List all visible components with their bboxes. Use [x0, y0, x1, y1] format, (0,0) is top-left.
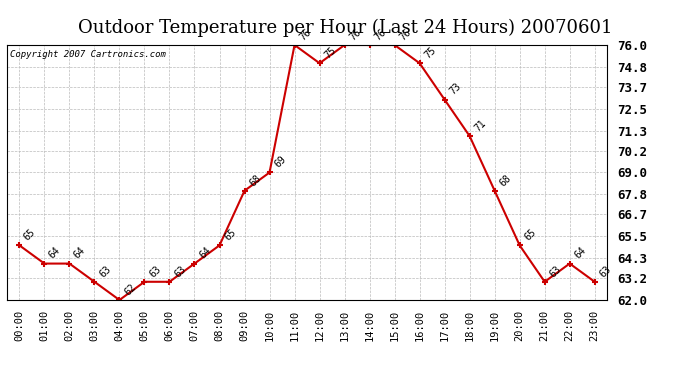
Text: 76: 76	[297, 27, 313, 42]
Text: 64: 64	[72, 245, 88, 261]
Text: 64: 64	[197, 245, 213, 261]
Text: Copyright 2007 Cartronics.com: Copyright 2007 Cartronics.com	[10, 50, 166, 59]
Text: 76: 76	[373, 27, 388, 42]
Text: 68: 68	[247, 172, 263, 188]
Text: 76: 76	[347, 27, 363, 42]
Text: 64: 64	[573, 245, 588, 261]
Text: 75: 75	[322, 45, 337, 60]
Text: 73: 73	[447, 81, 463, 97]
Text: 75: 75	[422, 45, 437, 60]
Text: 71: 71	[473, 118, 488, 133]
Text: 65: 65	[522, 227, 538, 243]
Text: 65: 65	[22, 227, 37, 243]
Text: 63: 63	[547, 264, 563, 279]
Text: 62: 62	[122, 282, 137, 297]
Text: 64: 64	[47, 245, 63, 261]
Text: 63: 63	[598, 264, 613, 279]
Text: 76: 76	[397, 27, 413, 42]
Text: Outdoor Temperature per Hour (Last 24 Hours) 20070601: Outdoor Temperature per Hour (Last 24 Ho…	[78, 19, 612, 37]
Text: 65: 65	[222, 227, 237, 243]
Text: 63: 63	[172, 264, 188, 279]
Text: 63: 63	[97, 264, 112, 279]
Text: 63: 63	[147, 264, 163, 279]
Text: 68: 68	[497, 172, 513, 188]
Text: 69: 69	[273, 154, 288, 170]
